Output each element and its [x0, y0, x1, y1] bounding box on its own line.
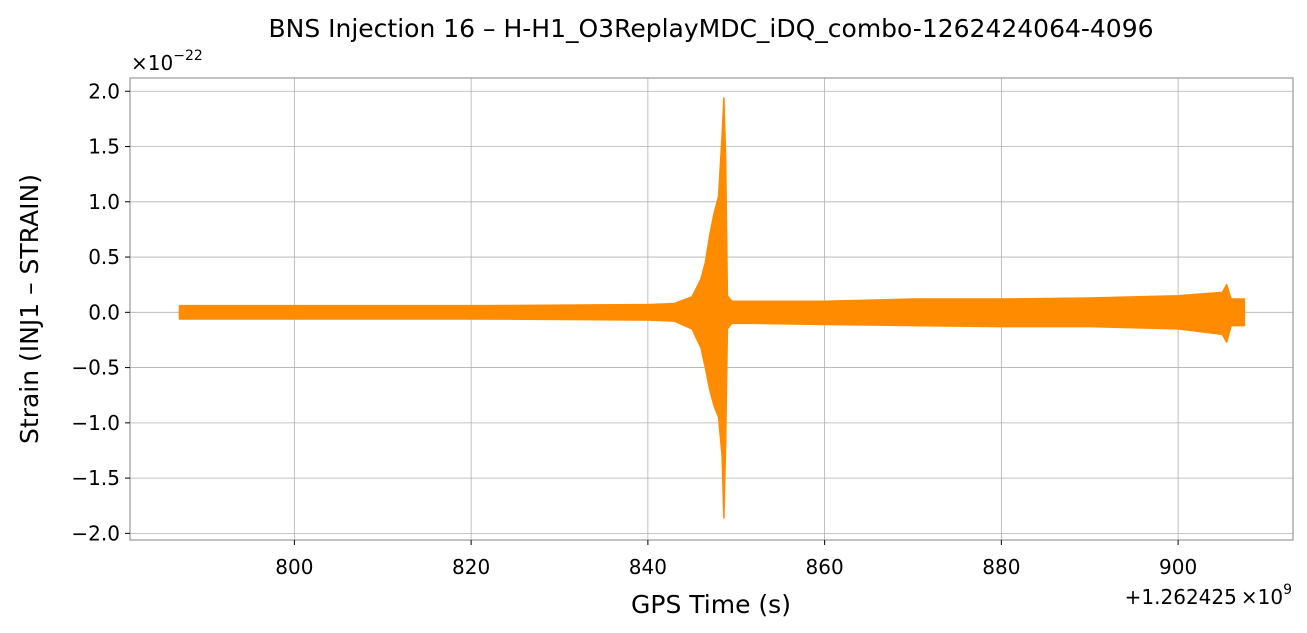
svg-text:+1.262425×109: +1.262425 ×109 [1125, 582, 1292, 609]
y-tick-label: −1.5 [71, 466, 120, 490]
x-tick-label: 880 [982, 555, 1020, 579]
plot-frame [129, 77, 1294, 541]
y-multiplier-label: ×10−22 [131, 48, 203, 75]
x-axis-ticks: 800 820 840 860 880 900 [275, 540, 1197, 579]
y-tick-label: 1.5 [88, 135, 120, 159]
x-offset-label: +1.262425 ×109 [1125, 582, 1292, 609]
x-axis-label: GPS Time (s) [631, 590, 791, 619]
strain-oscillation [178, 127, 1245, 505]
y-tick-label: 1.0 [88, 190, 120, 214]
x-tick-label: 800 [275, 555, 313, 579]
x-tick-label: 820 [452, 555, 490, 579]
chart-title: BNS Injection 16 – H-H1_O3ReplayMDC_iDQ_… [268, 14, 1153, 43]
y-tick-label: 0.0 [88, 300, 120, 324]
y-tick-label: −1.0 [71, 411, 120, 435]
y-tick-label: −2.0 [71, 521, 120, 545]
y-tick-label: 2.0 [88, 79, 120, 103]
y-tick-label: 0.5 [88, 245, 120, 269]
x-tick-label: 860 [806, 555, 844, 579]
x-tick-label: 840 [629, 555, 667, 579]
y-axis-ticks: 2.0 1.5 1.0 0.5 0.0 −0.5 −1.0 −1.5 −2.0 [71, 79, 130, 545]
y-axis-label: Strain (INJ1 – STRAIN) [15, 174, 44, 444]
y-tick-label: −0.5 [71, 356, 120, 380]
x-tick-label: 900 [1159, 555, 1197, 579]
svg-text:×10−22: ×10−22 [131, 48, 203, 75]
series-layer [178, 97, 1246, 519]
